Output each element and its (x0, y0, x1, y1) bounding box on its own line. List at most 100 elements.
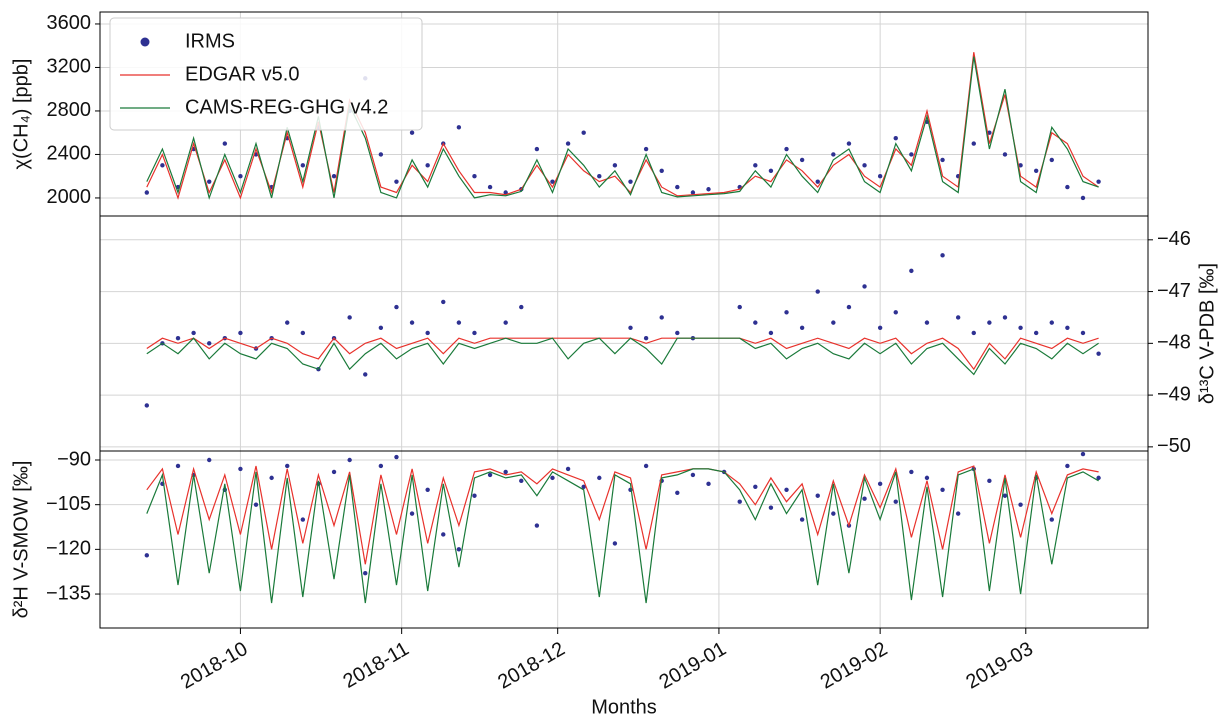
data-point (597, 174, 602, 179)
data-point (784, 487, 789, 492)
data-point (534, 146, 540, 152)
data-point (753, 163, 758, 168)
x-tick-label: 2018-10 (177, 638, 252, 694)
data-point (924, 475, 930, 481)
data-point (659, 315, 664, 320)
data-point (409, 511, 415, 516)
data-point (222, 141, 228, 146)
data-point (394, 304, 399, 310)
data-point (347, 315, 352, 320)
y-tick-label: 3600 (47, 12, 92, 34)
data-point (472, 174, 477, 179)
data-point (534, 523, 540, 528)
data-point (690, 190, 696, 195)
data-point (503, 190, 508, 195)
data-point (784, 146, 789, 152)
data-point (144, 403, 150, 408)
data-point (238, 174, 243, 179)
data-point (846, 141, 852, 146)
data-point (207, 179, 212, 184)
data-point (815, 179, 820, 184)
data-point (425, 163, 430, 168)
data-point (1002, 315, 1008, 320)
data-point (581, 130, 586, 135)
data-point (253, 502, 259, 507)
data-point (285, 320, 290, 325)
data-point (1080, 451, 1086, 457)
x-tick-label: 2019-01 (655, 638, 730, 694)
data-point (550, 179, 555, 184)
x-tick-label: 2019-02 (817, 638, 892, 694)
data-point (893, 310, 898, 315)
data-point (347, 457, 352, 463)
data-point (409, 130, 415, 135)
data-point (409, 320, 415, 325)
y-axis-label: δ¹³C V-PDB [‰] (1196, 263, 1218, 404)
data-point (971, 141, 976, 146)
data-point (877, 481, 883, 487)
data-point (550, 475, 555, 481)
data-point (472, 330, 477, 336)
data-point (815, 289, 820, 294)
data-point (597, 475, 602, 481)
data-point (175, 463, 181, 469)
data-point (1080, 330, 1086, 336)
legend: IRMS EDGAR v5.0 CAMS-REG-GHG v4.2 (109, 17, 423, 131)
data-point (815, 493, 820, 498)
data-point (753, 320, 758, 325)
data-point (690, 472, 696, 478)
y-axis-label: δ²H V-SMOW [‰] (10, 461, 32, 619)
data-point (425, 330, 430, 336)
data-point (799, 325, 805, 331)
data-point (1096, 179, 1101, 184)
data-point (565, 141, 571, 146)
y-tick-label: −135 (46, 582, 91, 604)
data-point (581, 484, 586, 490)
data-point (160, 163, 165, 168)
data-point (1018, 163, 1023, 168)
y-tick-label: −90 (57, 448, 91, 470)
series-line (146, 52, 1099, 200)
data-point (1049, 157, 1054, 163)
data-point (909, 268, 914, 274)
data-point (987, 478, 992, 484)
data-point (1080, 195, 1086, 201)
data-point (456, 125, 462, 130)
data-point (503, 320, 508, 325)
series-line (146, 337, 1099, 376)
data-point (675, 330, 680, 336)
y-axis-label: χ(CH₄) [ppb] (10, 59, 32, 170)
data-point (1018, 325, 1023, 331)
legend-box (109, 17, 423, 131)
data-point (924, 320, 930, 325)
data-point (1065, 463, 1070, 469)
data-point (1065, 184, 1070, 190)
data-point (846, 304, 852, 310)
data-point (207, 341, 212, 346)
data-point (487, 184, 493, 190)
y-tick-label: −120 (46, 538, 91, 560)
data-point (456, 547, 462, 552)
data-point (955, 315, 961, 320)
data-point (737, 304, 742, 310)
y-tick-label: 2400 (47, 143, 92, 165)
data-point (238, 466, 243, 472)
data-point (877, 174, 883, 179)
data-point (394, 179, 399, 184)
plot-area (144, 253, 1101, 408)
data-point (503, 469, 508, 475)
data-point (1018, 502, 1023, 507)
legend-label: EDGAR v5.0 (185, 63, 299, 85)
data-point (331, 469, 337, 475)
data-point (753, 484, 758, 490)
series-line (146, 337, 1099, 371)
x-tick-label: 2018-11 (340, 638, 413, 693)
data-point (378, 152, 384, 157)
legend-marker (140, 37, 150, 47)
data-point (441, 532, 446, 537)
data-point (799, 517, 805, 522)
data-point (191, 330, 196, 336)
y-tick-label: −49 (1157, 383, 1191, 405)
data-point (1049, 320, 1054, 325)
